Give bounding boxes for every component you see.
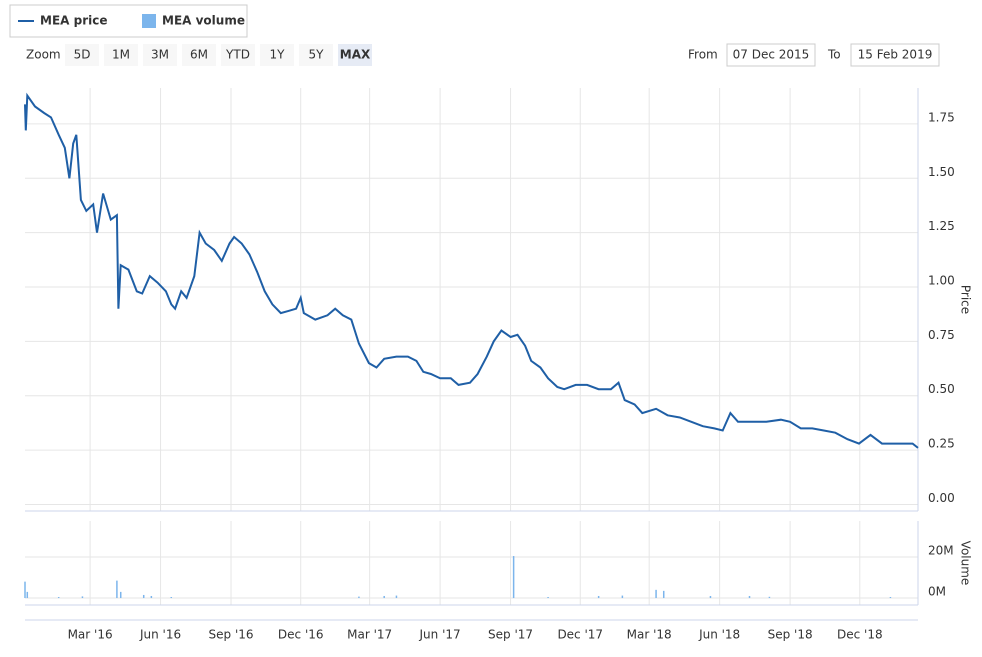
volume-bar xyxy=(119,591,122,599)
volume-bar xyxy=(597,595,600,599)
y-tick-label: 0.50 xyxy=(928,382,955,396)
x-tick-label: Sep '18 xyxy=(768,628,813,642)
zoom-button-label[interactable]: 1M xyxy=(112,48,130,62)
legend-label: MEA price xyxy=(40,14,107,28)
zoom-button[interactable] xyxy=(65,44,99,66)
volume-bar xyxy=(621,595,624,599)
y-tick-label: 1.25 xyxy=(928,219,955,233)
y-tick-label: 1.00 xyxy=(928,273,955,287)
volume-bar xyxy=(889,597,892,599)
x-tick-label: Mar '18 xyxy=(627,628,672,642)
zoom-button-label[interactable]: 3M xyxy=(151,48,169,62)
volume-bar xyxy=(358,596,360,599)
zoom-button-label[interactable]: MAX xyxy=(340,48,371,62)
from-label: From xyxy=(688,48,718,62)
to-date[interactable]: 15 Feb 2019 xyxy=(858,48,933,62)
legend-box xyxy=(9,4,248,38)
zoom-button-label[interactable]: 5Y xyxy=(309,48,325,62)
volume-bar xyxy=(395,595,398,599)
x-tick-label: Mar '17 xyxy=(347,628,392,642)
volume-bar xyxy=(748,595,751,599)
volume-bar xyxy=(655,589,657,599)
zoom-button[interactable] xyxy=(338,44,372,66)
volume-bar xyxy=(24,581,26,599)
volume-bar xyxy=(768,596,771,599)
y-tick-label: 20M xyxy=(928,544,954,558)
x-tick-label: Jun '18 xyxy=(698,628,740,642)
zoom-label: Zoom xyxy=(26,48,61,62)
y-axis-title: Price xyxy=(959,285,973,314)
x-tick-label: Sep '17 xyxy=(488,628,533,642)
volume-bar xyxy=(170,597,173,599)
from-date[interactable]: 07 Dec 2015 xyxy=(733,48,810,62)
legend-label: MEA volume xyxy=(162,14,245,28)
volume-bar xyxy=(512,556,515,599)
from-input[interactable] xyxy=(726,43,816,67)
zoom-button[interactable] xyxy=(299,44,333,66)
x-tick-label: Mar '16 xyxy=(68,628,113,642)
volume-bar xyxy=(709,595,712,599)
x-tick-label: Dec '16 xyxy=(278,628,324,642)
volume-bar xyxy=(81,596,84,599)
x-tick-label: Jun '16 xyxy=(139,628,181,642)
to-label: To xyxy=(827,48,841,62)
y-tick-label: 0.75 xyxy=(928,328,955,342)
x-tick-label: Jun '17 xyxy=(419,628,461,642)
volume-bar xyxy=(142,594,145,599)
zoom-button-label[interactable]: 1Y xyxy=(270,48,286,62)
zoom-button-label[interactable]: 5D xyxy=(74,48,91,62)
zoom-button[interactable] xyxy=(260,44,294,66)
to-input[interactable] xyxy=(850,43,940,67)
zoom-button-label[interactable]: 6M xyxy=(190,48,208,62)
volume-bar xyxy=(26,591,29,599)
volume-bar xyxy=(383,595,385,599)
y-tick-label: 0M xyxy=(928,585,946,599)
volume-bar xyxy=(547,597,549,599)
y-tick-label: 0.25 xyxy=(928,437,955,451)
x-tick-label: Dec '18 xyxy=(837,628,883,642)
legend-swatch xyxy=(142,14,156,28)
zoom-button[interactable] xyxy=(182,44,216,66)
x-tick-label: Dec '17 xyxy=(557,628,603,642)
zoom-button[interactable] xyxy=(104,44,138,66)
x-tick-label: Sep '16 xyxy=(209,628,254,642)
volume-bar xyxy=(57,597,60,599)
y-tick-label: 1.75 xyxy=(928,110,955,124)
volume-bar xyxy=(150,595,153,599)
y-tick-label: 0.00 xyxy=(928,491,955,505)
zoom-button-label[interactable]: YTD xyxy=(225,48,250,62)
y-axis-title: Volume xyxy=(959,541,973,586)
zoom-button[interactable] xyxy=(143,44,177,66)
price-line xyxy=(24,92,919,449)
y-tick-label: 1.50 xyxy=(928,165,955,179)
zoom-button[interactable] xyxy=(221,44,255,66)
volume-bar xyxy=(116,580,118,599)
volume-bar xyxy=(662,590,665,599)
